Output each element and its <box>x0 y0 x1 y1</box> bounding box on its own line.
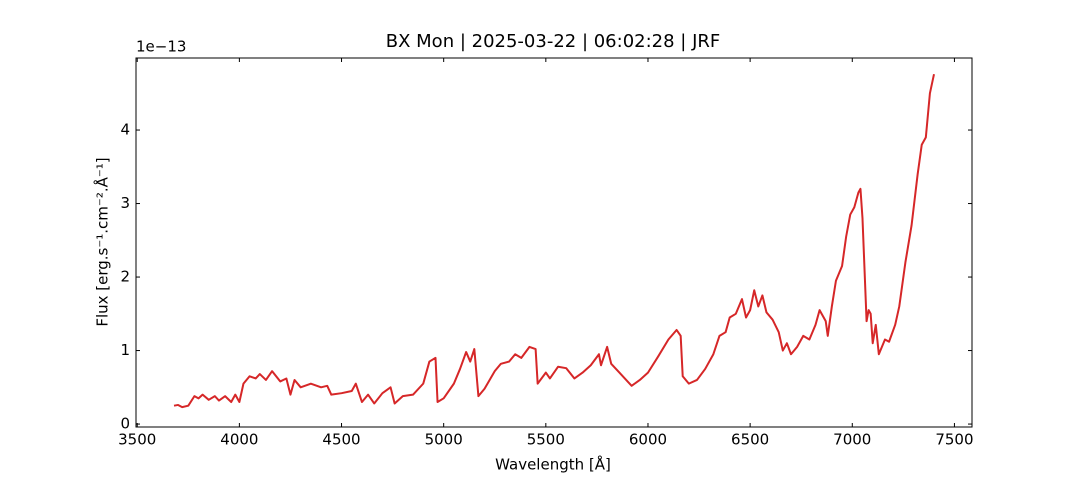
x-tick-label: 4500 <box>322 431 360 449</box>
y-offset-label: 1e−13 <box>136 38 186 56</box>
x-tick-label: 4000 <box>220 431 258 449</box>
y-tick-label: 2 <box>120 268 130 286</box>
y-tick-label: 0 <box>120 415 130 433</box>
y-tick-label: 3 <box>120 194 130 212</box>
chart-title: BX Mon | 2025-03-22 | 06:02:28 | JRF <box>386 31 721 52</box>
plot-frame <box>135 57 973 428</box>
x-tick-label: 6000 <box>629 431 667 449</box>
x-tick-label: 6500 <box>731 431 769 449</box>
x-tick-label: 5000 <box>425 431 463 449</box>
y-tick-label: 1 <box>120 341 130 359</box>
y-axis-label: Flux [erg.s⁻¹.cm⁻².Å⁻¹] <box>93 157 112 326</box>
spectrum-line <box>173 73 935 409</box>
x-axis-label: Wavelength [Å] <box>495 455 611 474</box>
x-tick-label: 7000 <box>833 431 871 449</box>
x-tick-label: 7500 <box>935 431 973 449</box>
x-tick-label: 3500 <box>118 431 156 449</box>
plot-area <box>173 73 935 409</box>
x-tick-label: 5500 <box>527 431 565 449</box>
y-tick-label: 4 <box>120 121 130 139</box>
